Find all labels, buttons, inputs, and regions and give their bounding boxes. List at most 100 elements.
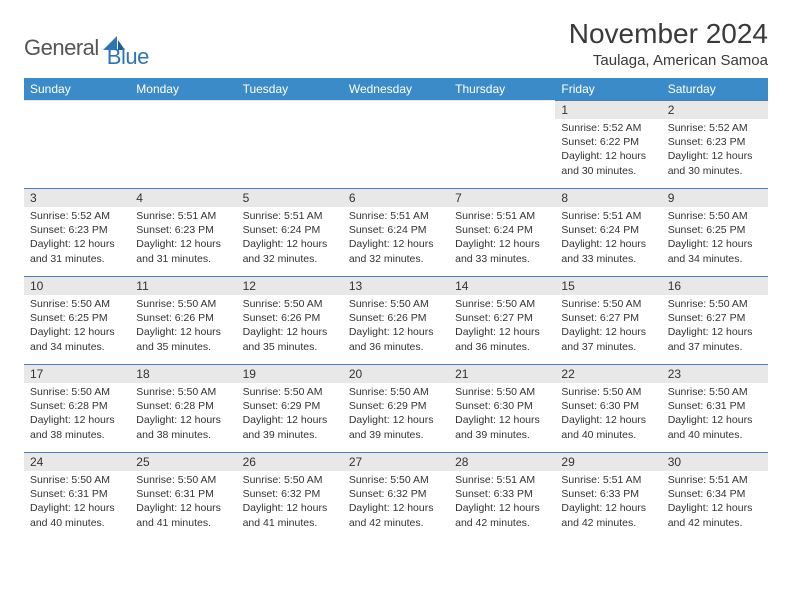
sunrise-line: Sunrise: 5:50 AM	[455, 385, 549, 399]
sunset-line: Sunset: 6:24 PM	[561, 223, 655, 237]
day-number: 6	[343, 188, 449, 207]
day-info: Sunrise: 5:50 AMSunset: 6:27 PMDaylight:…	[662, 295, 768, 358]
calendar-day-cell: 19Sunrise: 5:50 AMSunset: 6:29 PMDayligh…	[237, 364, 343, 452]
calendar-day-cell	[237, 100, 343, 188]
daylight-line: Daylight: 12 hours and 42 minutes.	[668, 501, 762, 529]
sunset-line: Sunset: 6:30 PM	[561, 399, 655, 413]
day-number: 29	[555, 452, 661, 471]
day-number: 10	[24, 276, 130, 295]
day-info: Sunrise: 5:50 AMSunset: 6:30 PMDaylight:…	[555, 383, 661, 446]
calendar-head: SundayMondayTuesdayWednesdayThursdayFrid…	[24, 78, 768, 100]
day-info: Sunrise: 5:50 AMSunset: 6:31 PMDaylight:…	[662, 383, 768, 446]
day-info: Sunrise: 5:50 AMSunset: 6:26 PMDaylight:…	[343, 295, 449, 358]
day-number: 12	[237, 276, 343, 295]
calendar-day-cell: 5Sunrise: 5:51 AMSunset: 6:24 PMDaylight…	[237, 188, 343, 276]
day-info: Sunrise: 5:51 AMSunset: 6:24 PMDaylight:…	[237, 207, 343, 270]
daylight-line: Daylight: 12 hours and 31 minutes.	[136, 237, 230, 265]
daylight-line: Daylight: 12 hours and 34 minutes.	[668, 237, 762, 265]
daylight-line: Daylight: 12 hours and 31 minutes.	[30, 237, 124, 265]
day-info: Sunrise: 5:50 AMSunset: 6:31 PMDaylight:…	[24, 471, 130, 534]
day-number	[130, 100, 236, 119]
calendar-week-row: 10Sunrise: 5:50 AMSunset: 6:25 PMDayligh…	[24, 276, 768, 364]
day-info: Sunrise: 5:51 AMSunset: 6:24 PMDaylight:…	[449, 207, 555, 270]
day-number: 21	[449, 364, 555, 383]
calendar-week-row: 3Sunrise: 5:52 AMSunset: 6:23 PMDaylight…	[24, 188, 768, 276]
day-info: Sunrise: 5:50 AMSunset: 6:28 PMDaylight:…	[24, 383, 130, 446]
sunset-line: Sunset: 6:29 PM	[349, 399, 443, 413]
day-number: 26	[237, 452, 343, 471]
sunrise-line: Sunrise: 5:50 AM	[349, 297, 443, 311]
sunrise-line: Sunrise: 5:50 AM	[349, 473, 443, 487]
calendar-day-cell: 8Sunrise: 5:51 AMSunset: 6:24 PMDaylight…	[555, 188, 661, 276]
calendar-day-cell	[343, 100, 449, 188]
calendar-page: General Blue November 2024 Taulaga, Amer…	[0, 0, 792, 540]
sunset-line: Sunset: 6:22 PM	[561, 135, 655, 149]
daylight-line: Daylight: 12 hours and 32 minutes.	[349, 237, 443, 265]
day-info: Sunrise: 5:52 AMSunset: 6:23 PMDaylight:…	[662, 119, 768, 182]
day-info: Sunrise: 5:50 AMSunset: 6:32 PMDaylight:…	[237, 471, 343, 534]
page-header: General Blue November 2024 Taulaga, Amer…	[24, 18, 768, 70]
calendar-day-cell: 13Sunrise: 5:50 AMSunset: 6:26 PMDayligh…	[343, 276, 449, 364]
weekday-header: Saturday	[662, 78, 768, 100]
calendar-day-cell: 28Sunrise: 5:51 AMSunset: 6:33 PMDayligh…	[449, 452, 555, 540]
daylight-line: Daylight: 12 hours and 33 minutes.	[455, 237, 549, 265]
sunrise-line: Sunrise: 5:50 AM	[668, 209, 762, 223]
sunset-line: Sunset: 6:33 PM	[561, 487, 655, 501]
day-number: 4	[130, 188, 236, 207]
day-number: 18	[130, 364, 236, 383]
day-info: Sunrise: 5:52 AMSunset: 6:22 PMDaylight:…	[555, 119, 661, 182]
weekday-header: Tuesday	[237, 78, 343, 100]
location-label: Taulaga, American Samoa	[569, 52, 768, 69]
day-info: Sunrise: 5:50 AMSunset: 6:28 PMDaylight:…	[130, 383, 236, 446]
daylight-line: Daylight: 12 hours and 41 minutes.	[243, 501, 337, 529]
day-number: 19	[237, 364, 343, 383]
sunset-line: Sunset: 6:28 PM	[30, 399, 124, 413]
day-info: Sunrise: 5:51 AMSunset: 6:33 PMDaylight:…	[555, 471, 661, 534]
sunset-line: Sunset: 6:25 PM	[668, 223, 762, 237]
sunset-line: Sunset: 6:26 PM	[243, 311, 337, 325]
day-number: 22	[555, 364, 661, 383]
daylight-line: Daylight: 12 hours and 40 minutes.	[30, 501, 124, 529]
logo-text-general: General	[24, 35, 99, 61]
calendar-day-cell: 26Sunrise: 5:50 AMSunset: 6:32 PMDayligh…	[237, 452, 343, 540]
sunrise-line: Sunrise: 5:52 AM	[30, 209, 124, 223]
daylight-line: Daylight: 12 hours and 34 minutes.	[30, 325, 124, 353]
sunrise-line: Sunrise: 5:50 AM	[668, 385, 762, 399]
day-number: 20	[343, 364, 449, 383]
day-number	[24, 100, 130, 119]
calendar-day-cell: 25Sunrise: 5:50 AMSunset: 6:31 PMDayligh…	[130, 452, 236, 540]
day-number: 24	[24, 452, 130, 471]
daylight-line: Daylight: 12 hours and 30 minutes.	[668, 149, 762, 177]
daylight-line: Daylight: 12 hours and 36 minutes.	[349, 325, 443, 353]
daylight-line: Daylight: 12 hours and 42 minutes.	[561, 501, 655, 529]
calendar-day-cell: 1Sunrise: 5:52 AMSunset: 6:22 PMDaylight…	[555, 100, 661, 188]
daylight-line: Daylight: 12 hours and 35 minutes.	[136, 325, 230, 353]
sunrise-line: Sunrise: 5:52 AM	[668, 121, 762, 135]
calendar-week-row: 1Sunrise: 5:52 AMSunset: 6:22 PMDaylight…	[24, 100, 768, 188]
sunset-line: Sunset: 6:32 PM	[243, 487, 337, 501]
sunset-line: Sunset: 6:24 PM	[243, 223, 337, 237]
day-info: Sunrise: 5:50 AMSunset: 6:30 PMDaylight:…	[449, 383, 555, 446]
day-number: 30	[662, 452, 768, 471]
day-info: Sunrise: 5:51 AMSunset: 6:24 PMDaylight:…	[343, 207, 449, 270]
day-number: 2	[662, 100, 768, 119]
calendar-day-cell: 29Sunrise: 5:51 AMSunset: 6:33 PMDayligh…	[555, 452, 661, 540]
weekday-header: Wednesday	[343, 78, 449, 100]
sunrise-line: Sunrise: 5:50 AM	[136, 473, 230, 487]
day-info: Sunrise: 5:50 AMSunset: 6:32 PMDaylight:…	[343, 471, 449, 534]
day-number: 17	[24, 364, 130, 383]
calendar-day-cell: 30Sunrise: 5:51 AMSunset: 6:34 PMDayligh…	[662, 452, 768, 540]
day-number: 28	[449, 452, 555, 471]
day-info: Sunrise: 5:52 AMSunset: 6:23 PMDaylight:…	[24, 207, 130, 270]
day-number: 3	[24, 188, 130, 207]
sunset-line: Sunset: 6:31 PM	[136, 487, 230, 501]
sunrise-line: Sunrise: 5:50 AM	[243, 473, 337, 487]
calendar-day-cell: 16Sunrise: 5:50 AMSunset: 6:27 PMDayligh…	[662, 276, 768, 364]
day-info: Sunrise: 5:50 AMSunset: 6:27 PMDaylight:…	[449, 295, 555, 358]
sunset-line: Sunset: 6:24 PM	[349, 223, 443, 237]
sunrise-line: Sunrise: 5:51 AM	[243, 209, 337, 223]
sunset-line: Sunset: 6:26 PM	[136, 311, 230, 325]
calendar-day-cell: 3Sunrise: 5:52 AMSunset: 6:23 PMDaylight…	[24, 188, 130, 276]
sunset-line: Sunset: 6:31 PM	[668, 399, 762, 413]
calendar-table: SundayMondayTuesdayWednesdayThursdayFrid…	[24, 78, 768, 540]
